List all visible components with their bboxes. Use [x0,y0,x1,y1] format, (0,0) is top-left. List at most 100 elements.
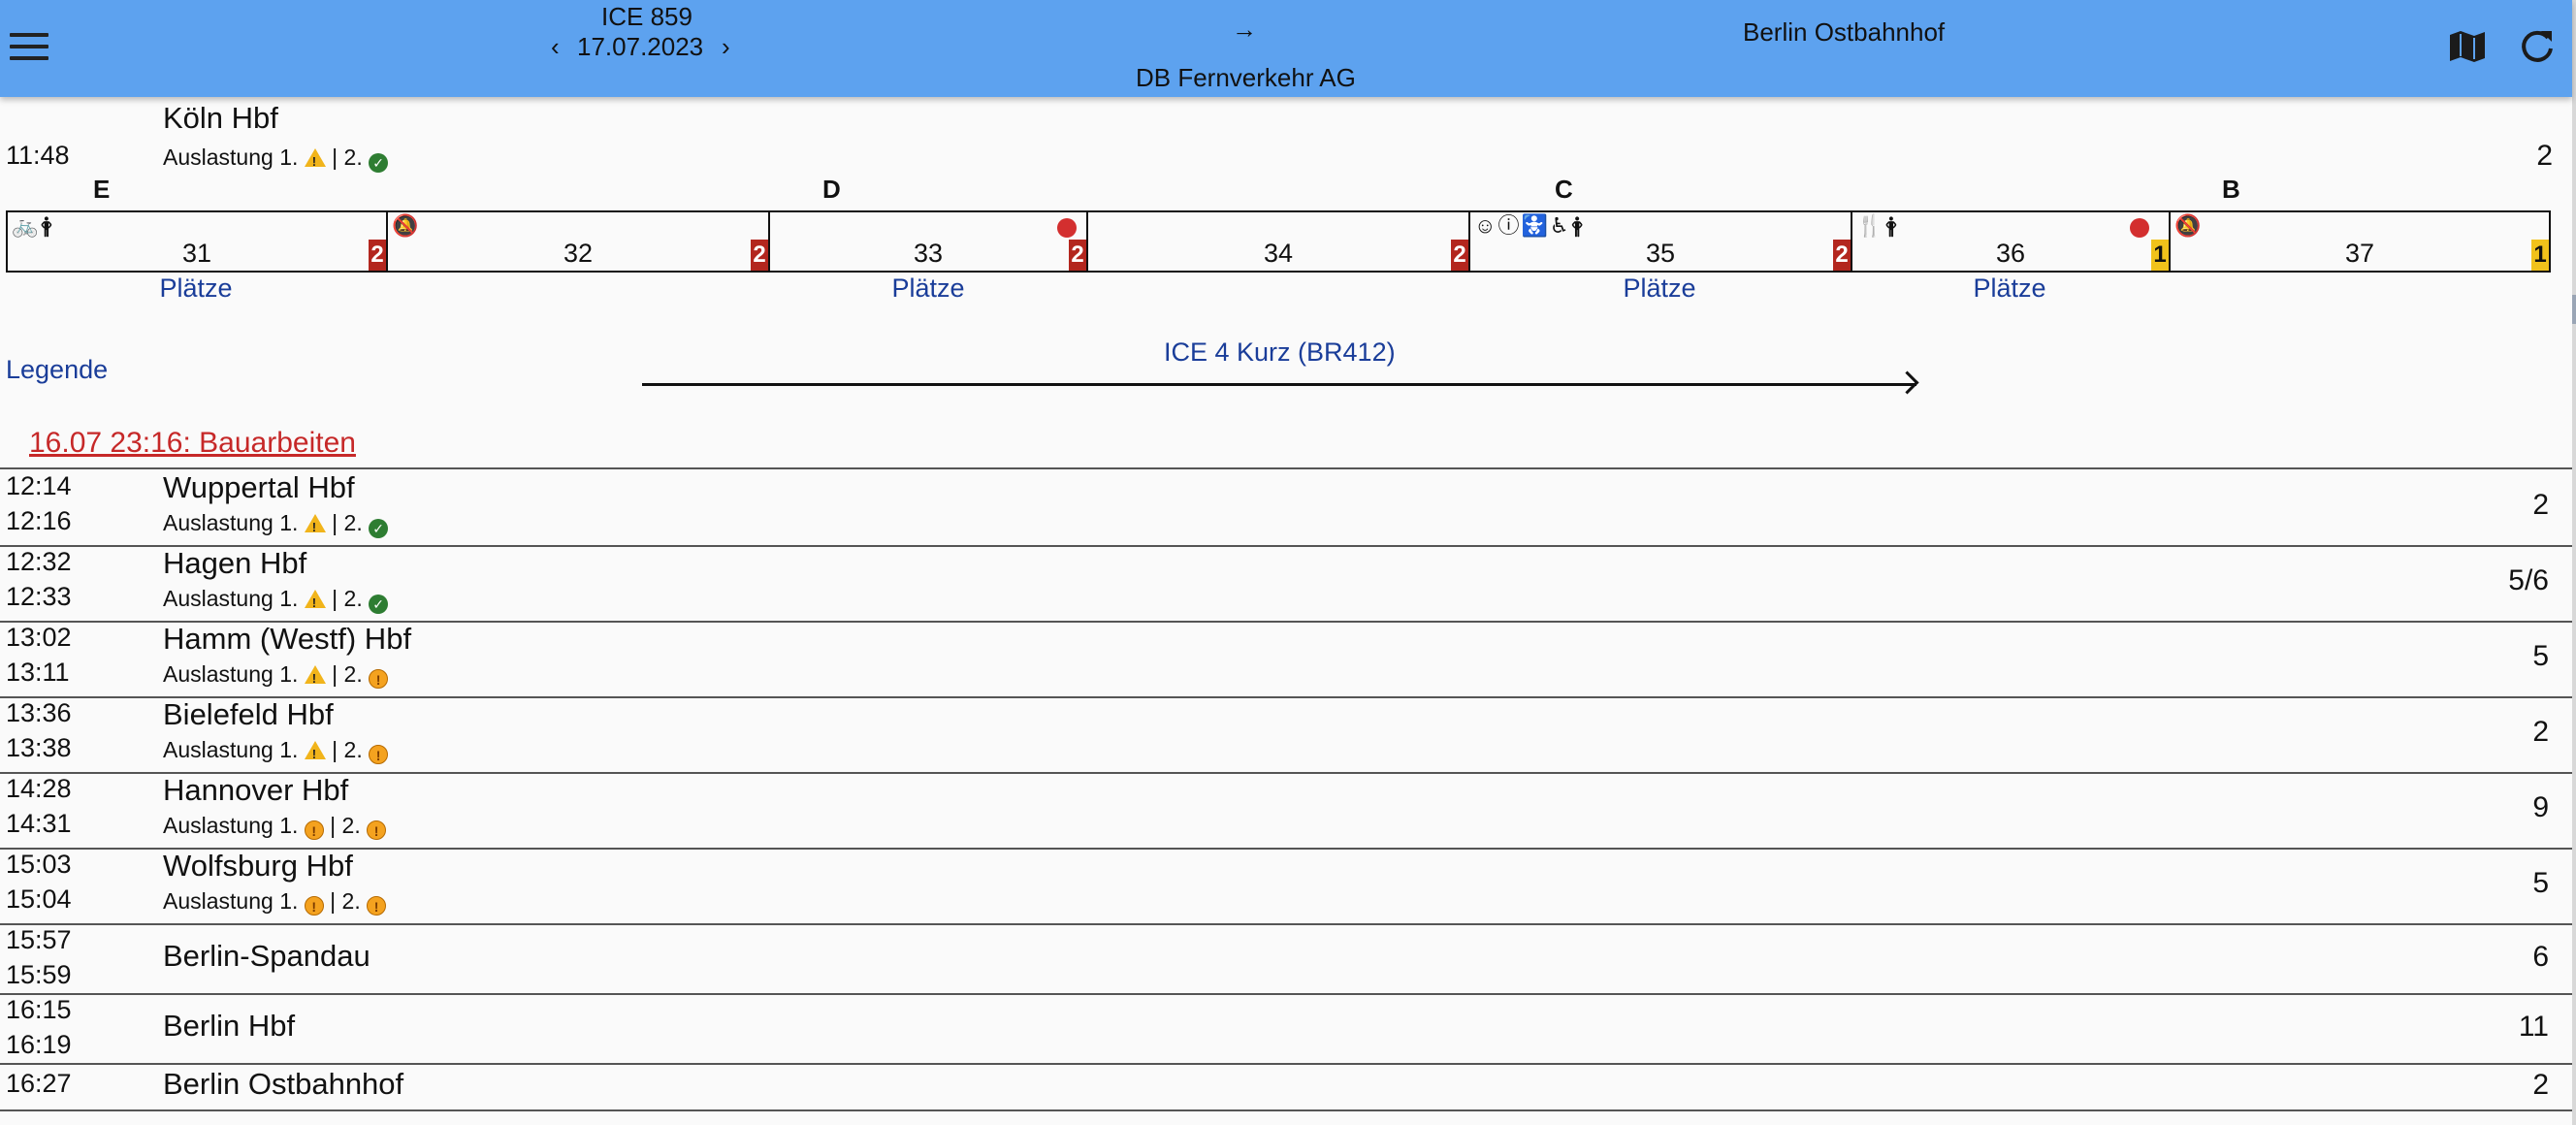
sector-label: C [1555,175,1573,204]
occupancy-label: Auslastung 1. [163,661,299,687]
occupancy-warn-icon [304,590,326,613]
occupancy-high-icon: ! [367,820,387,840]
departure-time: 13:38 [6,733,72,762]
occupancy-label: Auslastung 1. [163,888,299,914]
occupancy-label: Auslastung 1. [163,145,299,170]
departure-time: 16:19 [6,1030,72,1059]
seats-link[interactable]: Plätze [1623,273,1696,303]
stop-row[interactable]: 12:14 12:16 Wuppertal Hbf Auslastung 1. | 2… [0,469,2572,547]
chevron-right-icon[interactable]: › [722,32,730,61]
stop-row[interactable]: 13:02 13:11 Hamm (Westf) Hbf Auslastung 1. … [0,621,2572,698]
arrival-time: 16:27 [6,1069,72,1098]
occupancy-warn-icon [304,665,326,689]
occupancy-ok-icon: ✓ [369,519,389,538]
direction-arrow: → [1232,15,1257,44]
coach-33[interactable]: 33 2 [768,210,1088,273]
stop-name[interactable]: Bielefeld Hbf [163,697,334,731]
platform: 5 [2532,867,2549,899]
occupancy-warning-icon [304,148,326,172]
coach-32[interactable]: 🔕 32 2 [386,210,770,273]
refresh-icon[interactable] [2518,27,2557,66]
map-icon[interactable] [2448,29,2487,64]
menu-icon[interactable] [10,33,48,62]
stop-row[interactable]: 15:03 15:04 Wolfsburg Hbf Auslastung 1. ! |… [0,848,2572,925]
stop-name[interactable]: Berlin Ostbahnhof [163,1067,404,1101]
departure-time: 11:48 [6,141,70,170]
stop-row[interactable]: 15:57 15:59 Berlin-Spandau 6 [0,923,2572,995]
train-type-link[interactable]: ICE 4 Kurz (BR412) [1164,338,1396,367]
arrival-time: 12:32 [6,547,72,576]
legend-link[interactable]: Legende [6,355,109,384]
sector-label: D [822,175,841,204]
seats-link[interactable]: Plätze [891,273,965,303]
date-label[interactable]: 17.07.2023 [577,32,704,61]
stop-row[interactable]: 16:15 16:19 Berlin Hbf 11 [0,993,2572,1065]
occupancy-high-icon: ! [369,745,389,764]
occupancy-high-icon: ! [369,669,389,689]
occupancy-sep: | 2. [332,145,363,170]
occupancy-info: Auslastung 1. | 2. ! [163,661,389,689]
scrollbar[interactable] [2572,0,2576,1125]
platform: 11 [2518,1011,2549,1043]
arrival-time: 12:14 [6,471,72,500]
class-badge: 2 [1833,240,1851,271]
class-badge: 2 [751,240,768,271]
stop-row[interactable]: 12:32 12:33 Hagen Hbf Auslastung 1. | 2. ✓ 5… [0,545,2572,623]
occupancy-ok-icon: ✓ [369,595,389,614]
stop-name[interactable]: Köln Hbf [163,101,278,135]
platform: 6 [2532,941,2549,973]
occupancy-warn-icon [304,514,326,537]
arrival-time: 15:03 [6,850,72,879]
coach-number: 31 [181,239,212,268]
arrival-time: 16:15 [6,995,72,1024]
direction-line [642,383,1916,386]
stop-name[interactable]: Berlin-Spandau [163,939,370,973]
seats-link[interactable]: Plätze [1973,273,2046,303]
stop-row[interactable]: 14:28 14:31 Hannover Hbf Auslastung 1. ! | … [0,772,2572,850]
occupancy-sep: | 2. [332,586,363,611]
chevron-left-icon[interactable]: ‹ [551,32,560,61]
stop-name[interactable]: Hannover Hbf [163,773,349,807]
occupancy-info: Auslastung 1. ! | 2. ! [163,813,387,840]
class-badge: 2 [369,240,386,271]
coach-feature-icons: 🔕 [392,213,421,238]
stop-name[interactable]: Berlin Hbf [163,1009,296,1043]
occupancy-ok-icon: ✓ [369,153,389,173]
occupancy-info: Auslastung 1. ! | 2. ! [163,888,387,916]
coach-number: 32 [563,239,594,268]
stop-row[interactable]: 16:27 Berlin Ostbahnhof 2 [0,1063,2572,1111]
class-badge: 1 [2531,240,2549,271]
app-header: ICE 859 ‹ 17.07.2023 › → DB Fernverkehr … [0,0,2572,97]
notice-link[interactable]: 16.07 23:16: Bauarbeiten [29,427,356,459]
platform: 9 [2532,791,2549,823]
coach-feature-icons: 🚲🛉 [12,213,55,238]
scrollbar-thumb[interactable] [2572,295,2576,324]
stop-name[interactable]: Hagen Hbf [163,546,307,580]
departure-time: 15:59 [6,960,72,989]
occupancy-sep: | 2. [330,813,361,838]
stop-name[interactable]: Wolfsburg Hbf [163,849,353,883]
coach-feature-icons: 🔕 [2174,213,2204,238]
coach-36[interactable]: 🍴🛉 36 1 [1851,210,2171,273]
coach-34[interactable]: 34 2 [1086,210,1470,273]
coach-35[interactable]: ☺ⓘ🚼♿🛉 35 2 [1468,210,1852,273]
coach-37[interactable]: 🔕 37 1 [2169,210,2551,273]
divider [0,467,2572,469]
stop-name[interactable]: Wuppertal Hbf [163,470,355,504]
stop-name[interactable]: Hamm (Westf) Hbf [163,622,412,656]
arrival-time: 14:28 [6,774,72,803]
occupancy-high-icon: ! [304,896,324,916]
status-dot-icon [2130,218,2149,238]
class-badge: 2 [1069,240,1086,271]
stop-row[interactable]: 13:36 13:38 Bielefeld Hbf Auslastung 1. | 2… [0,696,2572,774]
platform: 2 [2532,489,2549,521]
coach-31[interactable]: 🚲🛉 31 2 [6,210,388,273]
occupancy-label: Auslastung 1. [163,510,299,535]
arrival-time: 13:02 [6,623,72,652]
platform: 2 [2536,140,2553,172]
platform: 2 [2532,1069,2549,1101]
seats-link[interactable]: Plätze [159,273,233,303]
sector-label: E [93,175,111,204]
sector-label: B [2222,175,2240,204]
occupancy-high-icon: ! [304,820,324,840]
